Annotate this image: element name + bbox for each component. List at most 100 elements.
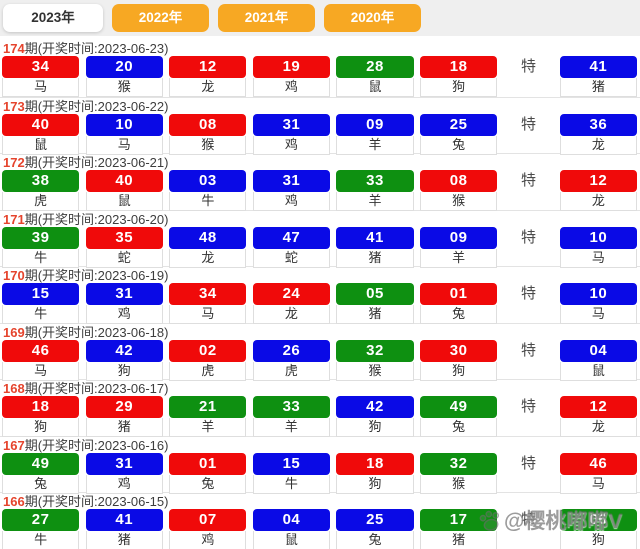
ball-cell: 10 马	[85, 113, 163, 155]
ball-zodiac: 猴	[336, 361, 414, 381]
ball-zodiac: 羊	[169, 418, 247, 437]
draw-balls: 15 牛 31 鸡 34 马 24 龙 05 猪 01 兔特 10 马	[0, 283, 640, 324]
ball-number: 04	[252, 509, 331, 531]
ball-zodiac: 虎	[169, 361, 247, 381]
ball-cell: 18 狗	[419, 56, 498, 97]
period-number: 171	[3, 211, 25, 227]
ball-cell: 29 猪	[85, 396, 163, 437]
ball-number: 10	[85, 113, 163, 136]
ball-zodiac: 兔	[2, 474, 80, 494]
draw-period-header: 170期(开奖时间:2023-06-19)	[0, 267, 640, 283]
ball-number: 36	[559, 113, 637, 136]
draw-row: 166期(开奖时间:2023-06-15) 27 牛 41 猪 07 鸡 04 鼠 25 兔 17 猪…	[0, 492, 640, 549]
ball-zodiac: 鸡	[252, 135, 331, 155]
period-number: 174	[3, 41, 25, 56]
ball-number: 09	[336, 113, 414, 136]
draw-time-label: 期(开奖时间:2023-06-21)	[24, 155, 169, 170]
ball-number: 38	[2, 170, 80, 192]
ball-cell: 32 猴	[336, 339, 414, 381]
draw-time-label: 期(开奖时间:2023-06-16)	[24, 437, 169, 453]
ball-number: 12	[169, 56, 247, 78]
ball-cell: 47 蛇	[252, 226, 331, 268]
ball-zodiac: 兔	[419, 135, 498, 155]
ball-number: 18	[2, 396, 80, 418]
ball-number: 20	[85, 56, 163, 78]
draw-period-header: 168期(开奖时间:2023-06-17)	[0, 380, 640, 396]
ball-zodiac: 狗	[2, 418, 80, 437]
special-ball-cell: 12 龙	[559, 396, 637, 437]
ball-zodiac: 龙	[169, 248, 247, 268]
ball-number: 03	[169, 170, 247, 192]
ball-zodiac: 猴	[169, 135, 247, 155]
draw-period-header: 167期(开奖时间:2023-06-16)	[0, 437, 640, 453]
ball-number: 33	[252, 396, 331, 418]
draw-row: 171期(开奖时间:2023-06-20) 39 牛 35 蛇 48 龙 47 蛇 41 猪 09 羊…	[0, 209, 640, 268]
ball-zodiac: 鸡	[252, 78, 331, 97]
ball-zodiac: 狗	[419, 78, 498, 97]
ball-number: 19	[252, 56, 331, 78]
ball-number: 31	[85, 452, 163, 475]
ball-number: 05	[336, 283, 414, 305]
ball-zodiac: 狗	[559, 531, 637, 549]
ball-cell: 42 狗	[85, 339, 163, 381]
special-label: 特	[521, 398, 537, 415]
ball-number: 34	[2, 56, 80, 78]
ball-number: 46	[2, 339, 80, 362]
draw-time-label: 期(开奖时间:2023-06-17)	[24, 381, 169, 396]
ball-zodiac: 牛	[2, 248, 80, 268]
ball-cell: 08 猴	[419, 170, 498, 211]
ball-zodiac: 羊	[252, 418, 331, 437]
draw-time-label: 期(开奖时间:2023-06-22)	[24, 98, 169, 114]
tab-year-2021[interactable]: 2021年	[218, 4, 315, 32]
ball-number: 34	[169, 283, 247, 305]
draw-period-header: 173期(开奖时间:2023-06-22)	[0, 98, 640, 114]
ball-cell: 49 兔	[2, 452, 80, 494]
ball-zodiac: 猪	[559, 78, 637, 97]
ball-number: 09	[419, 226, 498, 249]
ball-number: 15	[252, 452, 331, 475]
ball-zodiac: 羊	[336, 135, 414, 155]
ball-number: 21	[169, 396, 247, 418]
ball-cell: 30 狗	[419, 339, 498, 381]
period-number: 167	[3, 437, 25, 453]
tab-year-2020[interactable]: 2020年	[324, 4, 421, 32]
ball-cell: 42 狗	[336, 396, 414, 437]
ball-cell: 05 猪	[336, 283, 414, 324]
ball-cell: 41 猪	[336, 226, 414, 268]
ball-cell: 35 蛇	[85, 226, 163, 268]
draw-row: 170期(开奖时间:2023-06-19) 15 牛 31 鸡 34 马 24 龙 05 猪 01 兔…	[0, 266, 640, 324]
ball-zodiac: 马	[559, 474, 637, 494]
draw-time-label: 期(开奖时间:2023-06-18)	[24, 324, 169, 340]
special-label: 特	[521, 58, 537, 75]
ball-zodiac: 兔	[419, 305, 498, 324]
tab-year-2023[interactable]: 2023年	[3, 4, 103, 32]
ball-number: 46	[559, 452, 637, 475]
ball-cell: 25 兔	[336, 509, 414, 549]
period-number: 173	[3, 98, 25, 114]
ball-cell: 48 龙	[169, 226, 247, 268]
special-label: 特	[521, 228, 537, 246]
ball-zodiac: 鼠	[336, 78, 414, 97]
special-label: 特	[521, 115, 537, 133]
ball-number: 17	[419, 509, 498, 531]
ball-zodiac: 狗	[336, 418, 414, 437]
ball-cell: 01 兔	[419, 283, 498, 324]
ball-cell: 28 鼠	[336, 56, 414, 97]
ball-number: 12	[559, 170, 637, 192]
draw-balls: 27 牛 41 猪 07 鸡 04 鼠 25 兔 17 猪特 06 狗	[0, 509, 640, 549]
ball-cell: 49 兔	[419, 396, 498, 437]
ball-number: 42	[336, 396, 414, 418]
ball-number: 31	[252, 170, 331, 192]
tab-year-2022[interactable]: 2022年	[112, 4, 209, 32]
draw-period-header: 166期(开奖时间:2023-06-15)	[0, 493, 640, 509]
ball-zodiac: 鸡	[169, 531, 247, 549]
ball-number: 32	[336, 339, 414, 362]
ball-zodiac: 猪	[336, 305, 414, 324]
special-ball-cell: 06 狗	[559, 509, 637, 549]
special-label: 特	[521, 454, 537, 472]
ball-cell: 01 兔	[169, 452, 247, 494]
draw-balls: 34 马 20 猴 12 龙 19 鸡 28 鼠 18 狗特 41 猪	[0, 56, 640, 97]
ball-zodiac: 牛	[2, 531, 80, 549]
draw-balls: 49 兔 31 鸡 01 兔 15 牛 18 狗 32 猴特 46 马	[0, 452, 640, 494]
